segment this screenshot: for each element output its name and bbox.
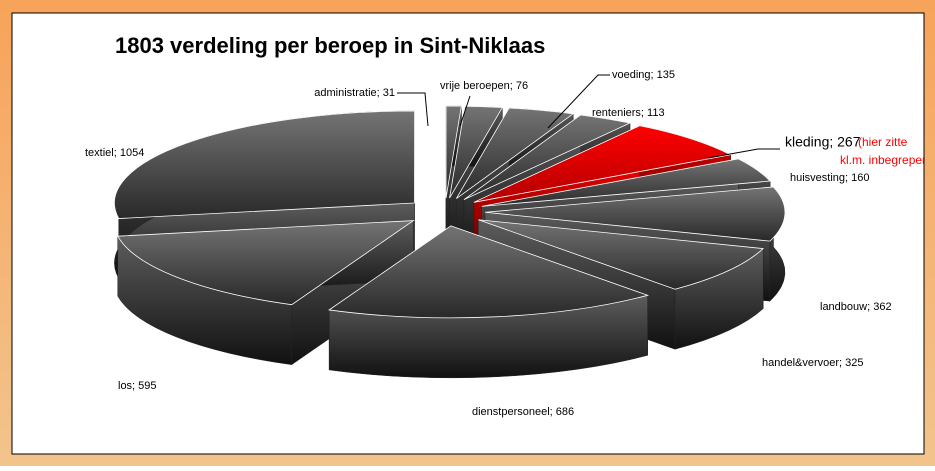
data-label: voeding; 135 bbox=[612, 69, 675, 81]
slice-top bbox=[484, 186, 786, 242]
slice-top bbox=[473, 125, 732, 203]
slice-top bbox=[456, 107, 575, 199]
chart-title: 1803 verdeling per beroep in Sint-Niklaa… bbox=[115, 33, 545, 58]
data-label: landbouw; 362 bbox=[820, 301, 892, 313]
data-label: administratie; 31 bbox=[314, 87, 395, 99]
slice-top bbox=[478, 219, 765, 290]
slice-top bbox=[481, 158, 771, 207]
slice-top bbox=[328, 225, 650, 319]
data-label: dienstpersoneel; 686 bbox=[472, 406, 574, 418]
leader-line bbox=[707, 148, 780, 159]
annotation: (hier zitte bbox=[858, 135, 908, 149]
data-label: vrije beroepen; 76 bbox=[440, 80, 528, 92]
data-label: huisvesting; 160 bbox=[790, 172, 870, 184]
slice bbox=[328, 225, 650, 379]
data-label: kleding; 267 bbox=[785, 134, 861, 150]
leader-line bbox=[459, 95, 471, 127]
data-label: handel&vervoer; 325 bbox=[762, 357, 864, 369]
data-label: los; 595 bbox=[118, 380, 157, 392]
leader-line bbox=[397, 92, 429, 127]
slice-top bbox=[114, 110, 415, 219]
slice-top bbox=[445, 105, 462, 199]
data-label: textiel; 1054 bbox=[85, 147, 144, 159]
plot: 1803 verdeling per beroep in Sint-Niklaa… bbox=[85, 33, 933, 418]
slice-top bbox=[449, 105, 503, 199]
slice-top bbox=[117, 220, 415, 306]
data-label: renteniers; 113 bbox=[592, 107, 665, 119]
slice bbox=[117, 220, 415, 366]
annotation: kl.m. inbegrepen) bbox=[840, 153, 933, 167]
slice-top bbox=[463, 114, 632, 201]
leader-line bbox=[547, 74, 610, 129]
